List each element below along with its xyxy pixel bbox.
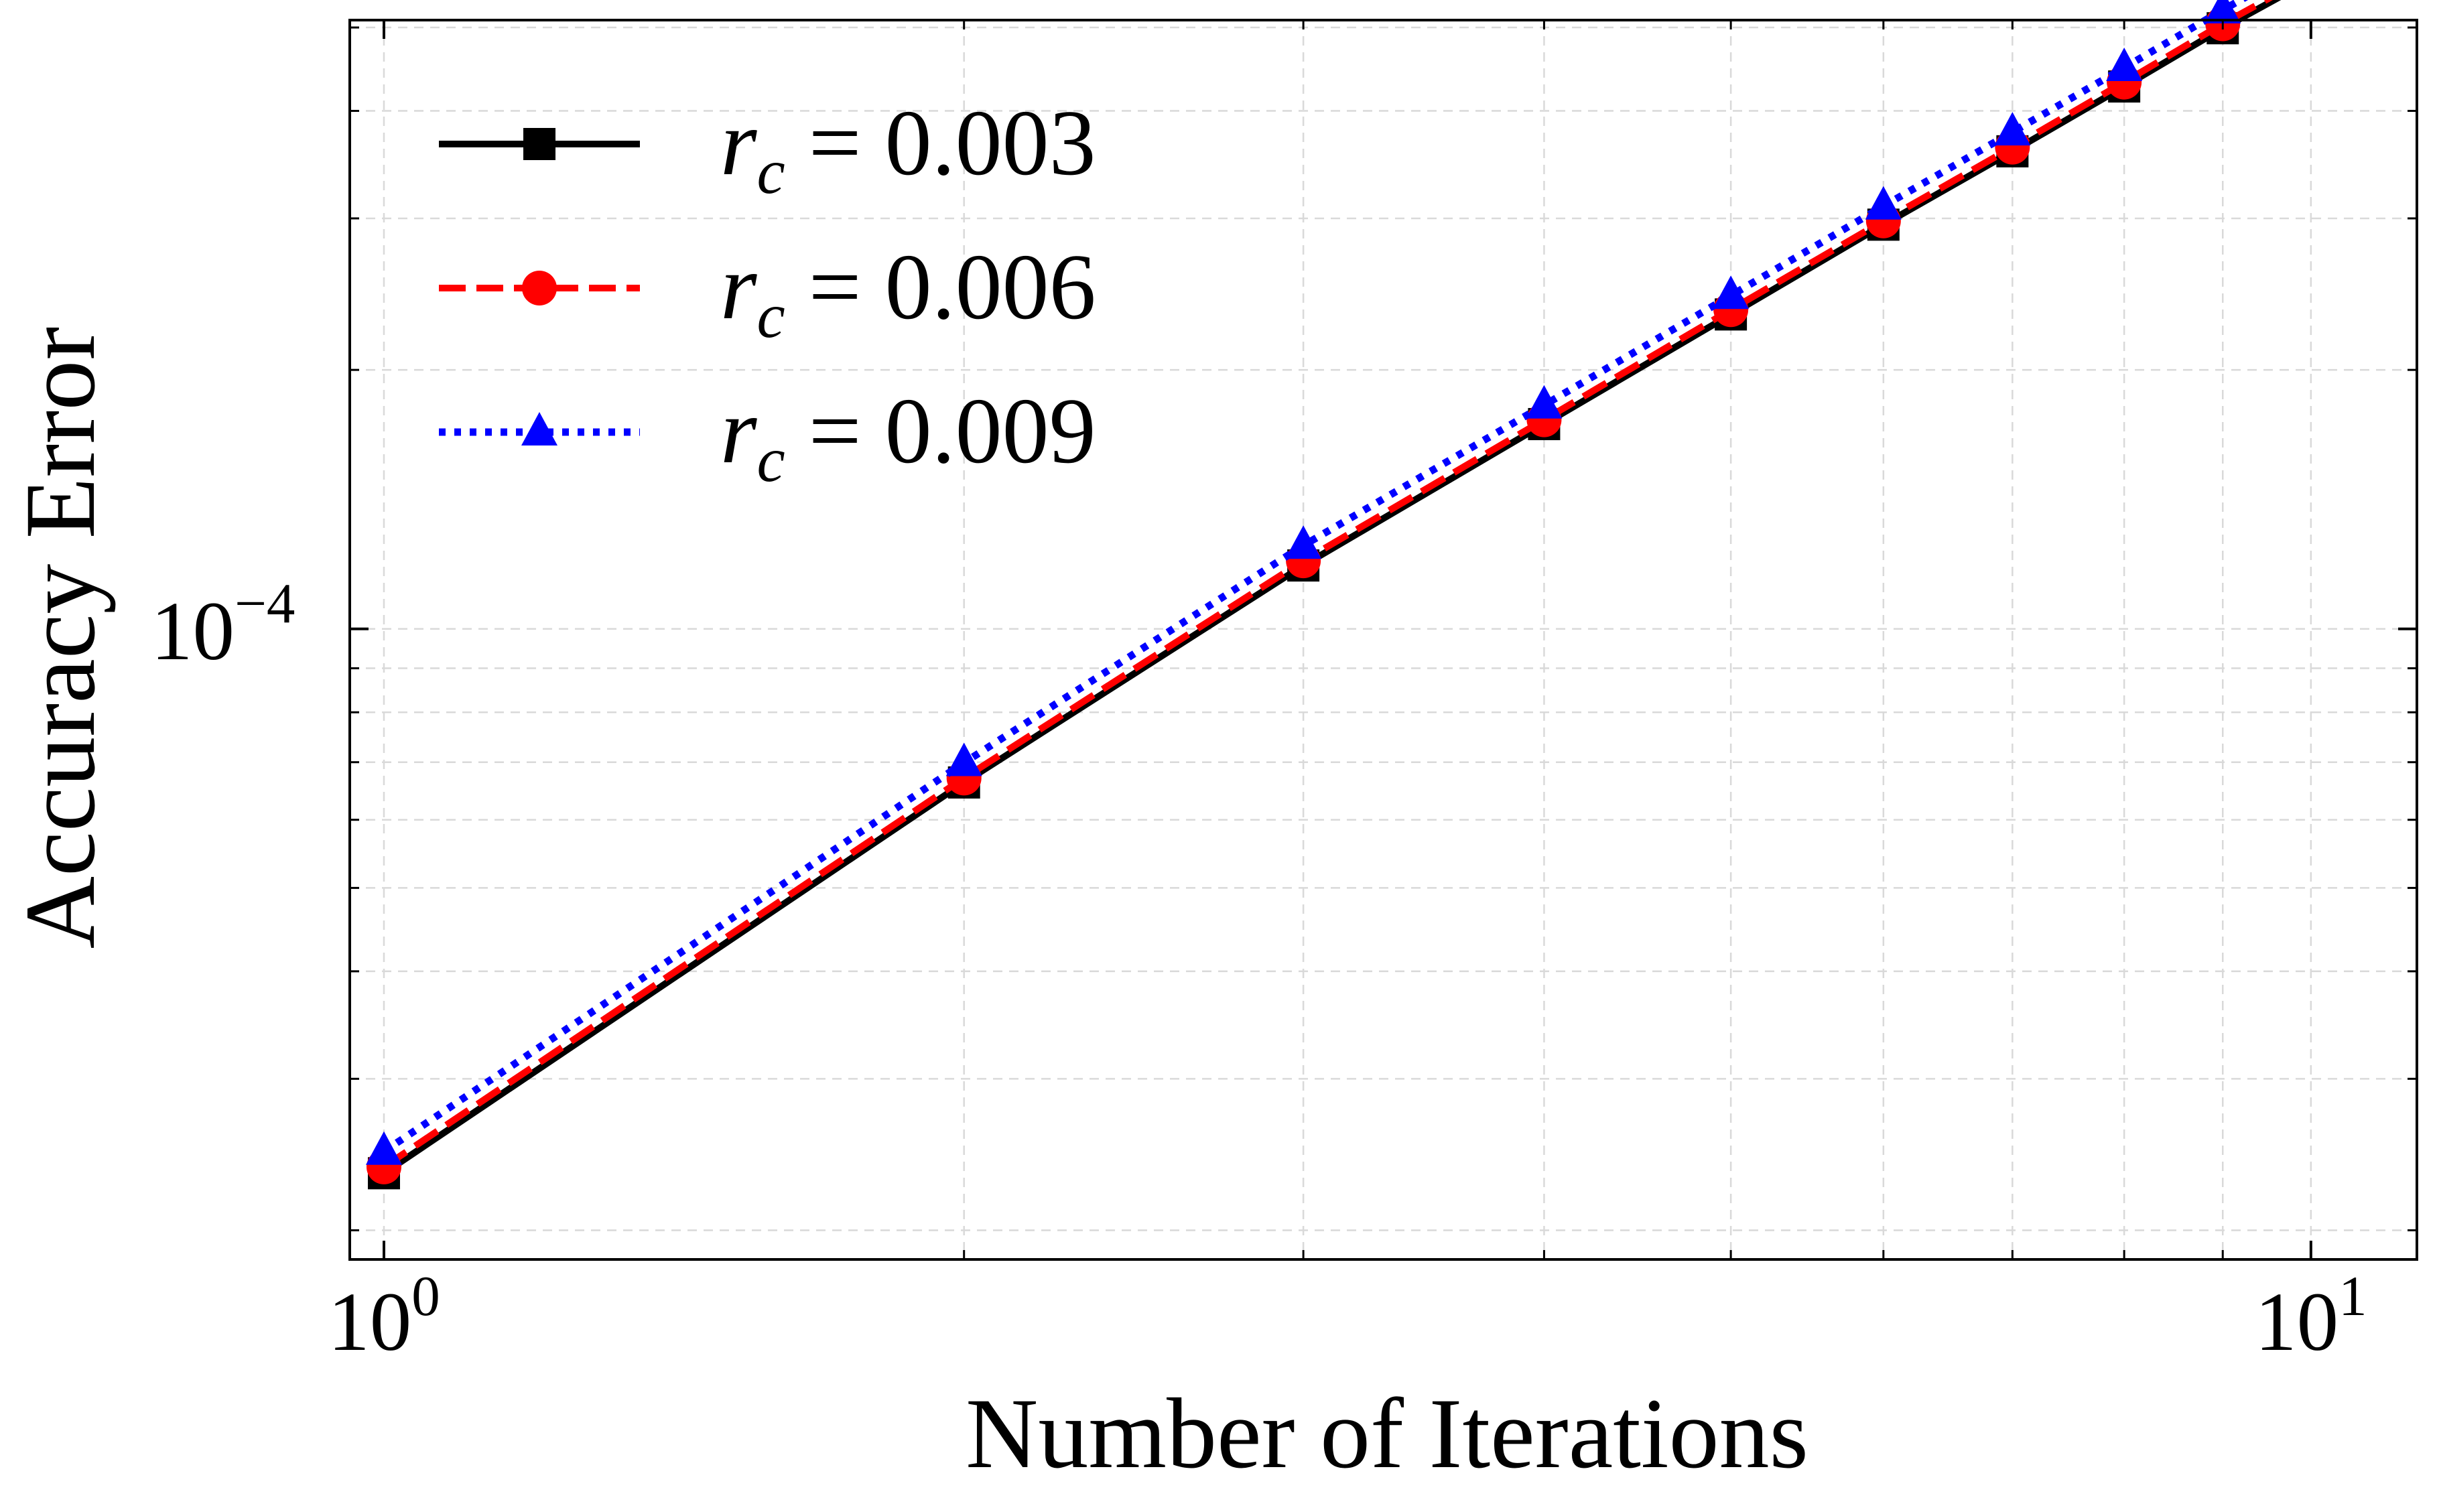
series-0 — [367, 0, 2282, 1190]
triangle-marker — [1865, 186, 1902, 220]
triangle-marker — [1994, 112, 2031, 146]
triangle-marker — [1713, 275, 1750, 310]
series-1 — [366, 0, 2274, 1184]
y-axis-label: Accuracy Error — [5, 327, 116, 949]
triangle-marker — [1285, 525, 1322, 559]
legend: rc = 0.003 rc = 0.006 rc = 0.009 — [439, 91, 1096, 495]
triangle-marker — [365, 1131, 402, 1165]
legend-label: rc = 0.006 — [720, 235, 1096, 351]
triangle-marker — [521, 412, 557, 445]
legend-entry-0: rc = 0.003 — [439, 91, 1096, 207]
y-tick-label: 10−4 — [151, 572, 295, 678]
axes: 100 101 10−4 — [151, 19, 2418, 1369]
triangle-marker — [1526, 385, 1563, 419]
x-tick-label: 101 — [2255, 1265, 2367, 1369]
series-line — [382, 0, 2274, 1170]
series-layer — [365, 0, 2282, 1190]
triangle-marker — [2106, 48, 2143, 82]
legend-label: rc = 0.003 — [720, 91, 1096, 207]
triangle-marker — [2204, 0, 2241, 23]
circle-marker — [522, 271, 557, 305]
x-tick-label: 100 — [328, 1265, 440, 1369]
legend-entry-2: rc = 0.009 — [439, 379, 1096, 495]
series-2 — [365, 0, 2249, 1165]
plot-frame — [348, 19, 2418, 1261]
triangle-marker — [945, 742, 982, 776]
square-marker — [523, 128, 555, 160]
legend-label: rc = 0.009 — [720, 379, 1096, 495]
legend-entry-1: rc = 0.006 — [439, 235, 1096, 351]
grid — [350, 20, 2417, 1259]
x-axis-label: Number of Iterations — [966, 1378, 1808, 1489]
series-line — [382, 0, 2282, 1176]
series-line — [381, 0, 2249, 1155]
